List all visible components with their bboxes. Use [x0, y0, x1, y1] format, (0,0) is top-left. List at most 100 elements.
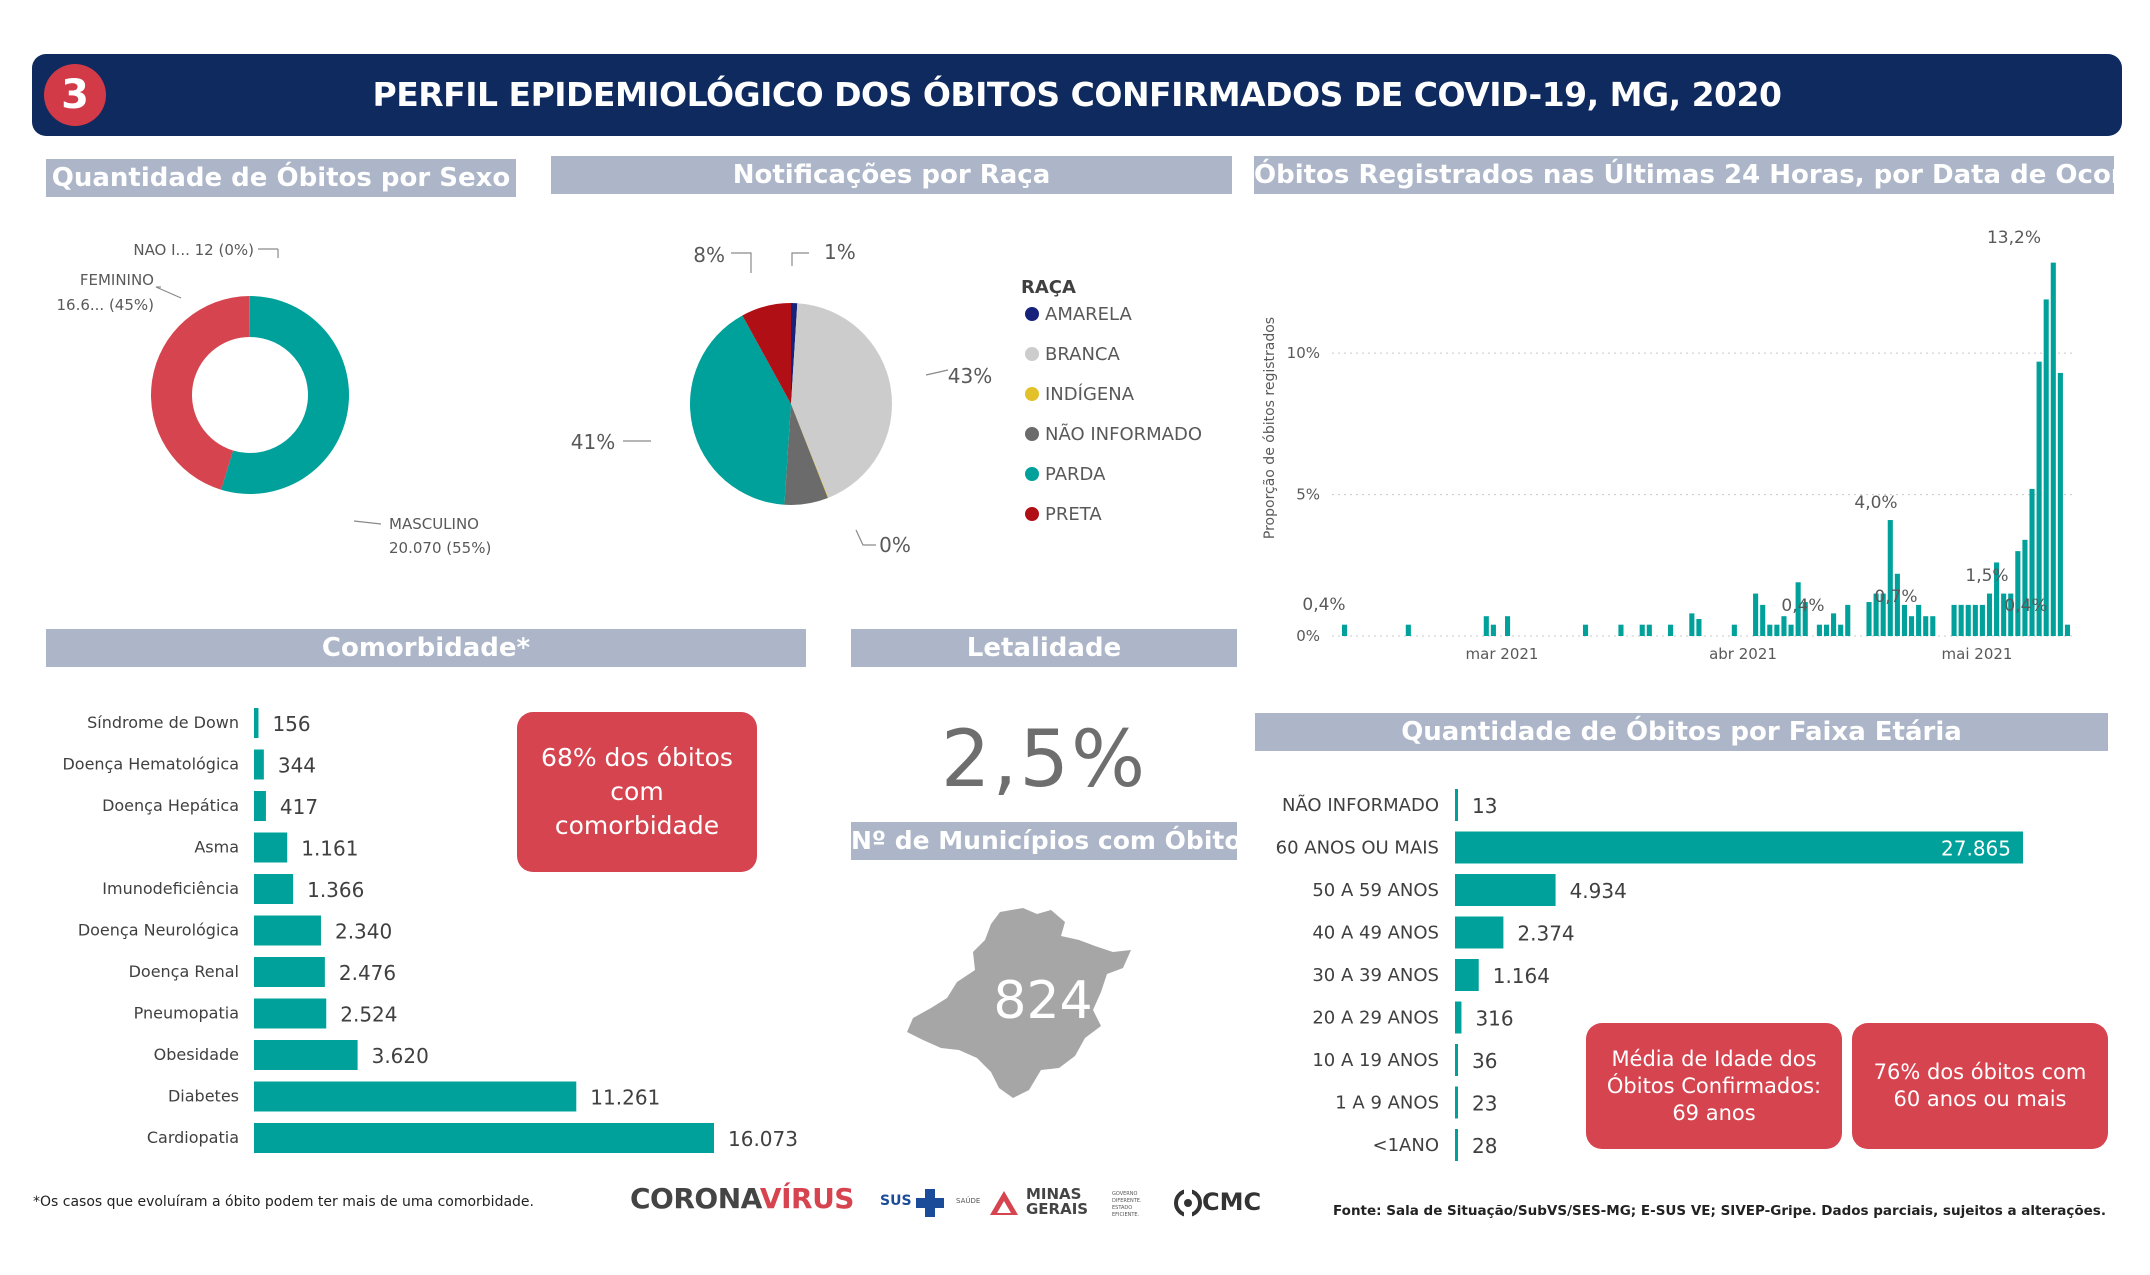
ultimas24-bars: [1342, 262, 2071, 636]
comorbidade-bar: [254, 1081, 577, 1112]
ultimas24-bar: [1880, 593, 1886, 636]
comorbidade-bar: [254, 1040, 358, 1070]
nao-informado-leader: [855, 529, 876, 546]
ultimas24-bar: [1979, 604, 1985, 636]
comorbidade-category-label: Imunodeficiência: [102, 879, 239, 898]
government-logos: SUS SAÚDE MINAS GERAIS GOVERNO DIFERENTE…: [880, 1185, 1300, 1221]
media-idade-box: Média de Idade dos Óbitos Confirmados: 6…: [1586, 1023, 1842, 1149]
gerais-text: GERAIS: [1026, 1200, 1089, 1218]
ultimas24-bar: [1845, 604, 1851, 636]
ultimas24-grid: 0% 5% 10% mar 2021 abr 2021 mai 2021: [1287, 344, 2074, 663]
ultimas24-ytick-2: 10%: [1287, 344, 1320, 362]
faixa-category-label: 10 A 19 ANOS: [1312, 1050, 1439, 1071]
faixa-section-title: Quantidade de Óbitos por Faixa Etária: [1255, 713, 2108, 751]
comorbidade-category-label: Síndrome de Down: [87, 713, 239, 732]
ultimas24-bar: [1760, 604, 1766, 636]
ultimas24-bar: [1646, 624, 1652, 636]
comorbidade-bar: [254, 874, 294, 904]
ultimas24-bar: [1753, 593, 1759, 636]
ultimas24-bar: [1866, 602, 1872, 636]
raca-slice-4: [690, 315, 791, 505]
comorbidade-category-label: Obesidade: [154, 1045, 239, 1064]
sexo-label-feminino: FEMININO: [80, 271, 154, 289]
ultimas24-bar: [2015, 551, 2021, 636]
faixa-bar: [1455, 831, 2023, 864]
comorbidade-value-label: 2.340: [335, 920, 392, 944]
ultimas24-bar: [1788, 624, 1794, 636]
comorbidade-value-label: 1.161: [301, 837, 358, 861]
faixa-bar: [1455, 959, 1479, 991]
ultimas24-bar: [2050, 262, 2056, 636]
faixa-bars: NÃO INFORMADO 13 60 ANOS OU MAIS 27.865 50 A…: [1276, 789, 2023, 1161]
page-title: PERFIL EPIDEMIOLÓGICO DOS ÓBITOS CONFIRM…: [372, 75, 1782, 114]
raca-legend-label-2: INDÍGENA: [1045, 383, 1135, 405]
cmc-icon: [1174, 1187, 1202, 1219]
raca-legend-marker-1: [1025, 347, 1039, 361]
comorbidade-category-label: Doença Hematológica: [62, 755, 239, 774]
ultimas24-bar: [1639, 624, 1645, 636]
raca-legend: AMARELA BRANCA INDÍGENA NÃO INFORMADO PARDA P…: [1025, 304, 1202, 525]
comorbidade-bar: [254, 791, 266, 821]
raca-slices: [690, 303, 892, 505]
ultimas24-bar: [2036, 361, 2042, 636]
faixa-bar: [1455, 1129, 1458, 1161]
faixa-value-label: 23: [1472, 1092, 1497, 1116]
raca-legend-label-1: BRANCA: [1045, 344, 1120, 365]
faixa-bar: [1455, 916, 1504, 949]
sexo-slice-feminino: [150, 296, 250, 490]
comorbidade-value-label: 417: [280, 795, 318, 819]
sexo-label-feminino-value: 16.6... (45%): [56, 296, 154, 314]
saude-text: SAÚDE: [956, 1197, 981, 1205]
raca-pct-amarela: 1%: [824, 240, 856, 264]
raca-slice-2: [791, 404, 829, 499]
ultimas24-annotation-0: 0,4%: [1302, 595, 1345, 615]
ultimas24-bar: [1908, 616, 1915, 636]
faixa-category-label: NÃO INFORMADO: [1282, 794, 1439, 816]
ultimas24-bar: [1923, 616, 1929, 636]
faixa-value-label: 28: [1472, 1134, 1497, 1158]
ultimas24-bar: [1582, 624, 1589, 636]
faixa-value-label: 4.934: [1570, 879, 1627, 903]
ultimas24-annotations: 0,4% 4,0% 0,4% 0,7% 1,5% 13,2% 0,4%: [1302, 228, 2047, 616]
ultimas24-ylabel: Proporção de óbitos registrados: [1262, 317, 1278, 539]
raca-legend-title: RAÇA: [1021, 277, 1076, 298]
comorbidade-section-title: Comorbidade*: [46, 629, 806, 667]
ultimas24-bar: [1887, 520, 1893, 636]
minas-gerais-map: 824: [907, 908, 1131, 1098]
ultimas24-annotation-2: 0,4%: [1781, 596, 1824, 616]
raca-slice-5: [742, 303, 791, 404]
raca-legend-marker-2: [1025, 387, 1039, 401]
municipios-section-title: Nº de Municípios com Óbitos: [851, 822, 1237, 860]
ultimas24-bar: [1873, 593, 1879, 636]
sexo-donut-chart: NAO I... 12 (0%) FEMININO 16.6... (45%) …: [56, 241, 491, 557]
sexo-slices: [150, 296, 349, 494]
ultimas24-bar: [1816, 624, 1822, 636]
header-banner: PERFIL EPIDEMIOLÓGICO DOS ÓBITOS CONFIRM…: [32, 54, 2122, 136]
ultimas24-bar: [1838, 624, 1844, 636]
comorbidade-category-label: Pneumopatia: [134, 1004, 239, 1023]
minas-text: MINAS: [1026, 1185, 1082, 1203]
ultimas24-xtick-2: mai 2021: [1942, 645, 2013, 663]
raca-pct-branca: 43%: [948, 364, 992, 388]
minas-triangle-icon: [990, 1191, 1018, 1215]
ultimas24-annotation-3: 0,7%: [1874, 587, 1917, 607]
faixa-value-label: 2.374: [1517, 922, 1574, 946]
corona-logo-part: CORONA: [630, 1182, 760, 1215]
faixa-value-label: 316: [1475, 1007, 1513, 1031]
ultimas24-bar: [1490, 624, 1496, 636]
comorbidade-bar: [254, 749, 264, 780]
raca-pct-nao-informado: 0%: [879, 533, 911, 557]
raca-legend-marker-0: [1025, 307, 1039, 321]
comorbidade-bar: [254, 832, 288, 863]
raca-legend-label-0: AMARELA: [1045, 304, 1132, 325]
faixa-bar: [1455, 789, 1458, 821]
sexo-slice-masculino: [221, 296, 349, 494]
comorbidade-value-label: 2.476: [339, 961, 396, 985]
sus-logo-text: SUS: [880, 1193, 912, 1209]
sus-cross-icon: [916, 1189, 944, 1217]
raca-legend-marker-5: [1025, 507, 1039, 521]
faixa-category-label: 30 A 39 ANOS: [1312, 965, 1439, 986]
ultimas24-bar: [1823, 624, 1830, 636]
raca-pct-parda: 41%: [571, 430, 615, 454]
raca-legend-marker-4: [1025, 467, 1039, 481]
